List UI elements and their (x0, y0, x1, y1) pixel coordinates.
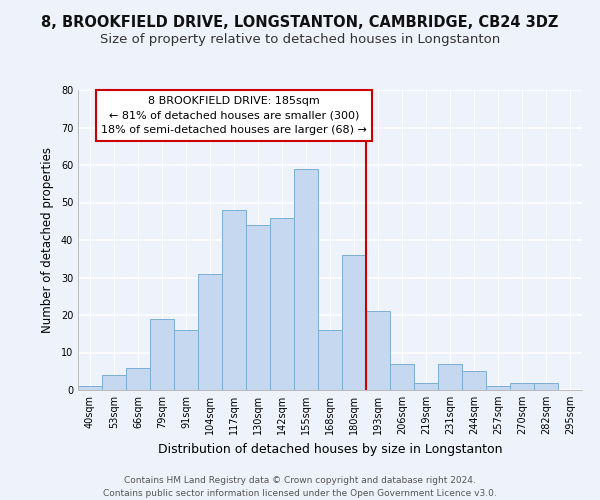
Y-axis label: Number of detached properties: Number of detached properties (41, 147, 54, 333)
Bar (174, 330, 198, 390)
Bar (198, 274, 222, 390)
Bar (270, 218, 294, 390)
Text: Size of property relative to detached houses in Longstanton: Size of property relative to detached ho… (100, 32, 500, 46)
Bar (246, 225, 270, 390)
X-axis label: Distribution of detached houses by size in Longstanton: Distribution of detached houses by size … (158, 442, 502, 456)
Text: 8 BROOKFIELD DRIVE: 185sqm
← 81% of detached houses are smaller (300)
18% of sem: 8 BROOKFIELD DRIVE: 185sqm ← 81% of deta… (101, 96, 367, 135)
Bar (222, 210, 246, 390)
Bar (102, 375, 126, 390)
Text: 8, BROOKFIELD DRIVE, LONGSTANTON, CAMBRIDGE, CB24 3DZ: 8, BROOKFIELD DRIVE, LONGSTANTON, CAMBRI… (41, 15, 559, 30)
Bar (126, 368, 150, 390)
Bar (438, 364, 462, 390)
Bar (486, 386, 510, 390)
Bar (510, 382, 534, 390)
Bar (366, 311, 390, 390)
Text: Contains HM Land Registry data © Crown copyright and database right 2024.
Contai: Contains HM Land Registry data © Crown c… (103, 476, 497, 498)
Bar (414, 382, 438, 390)
Bar (294, 169, 318, 390)
Bar (150, 319, 174, 390)
Bar (390, 364, 414, 390)
Bar (318, 330, 342, 390)
Bar (534, 382, 558, 390)
Bar (342, 255, 366, 390)
Bar (78, 386, 102, 390)
Bar (462, 371, 486, 390)
